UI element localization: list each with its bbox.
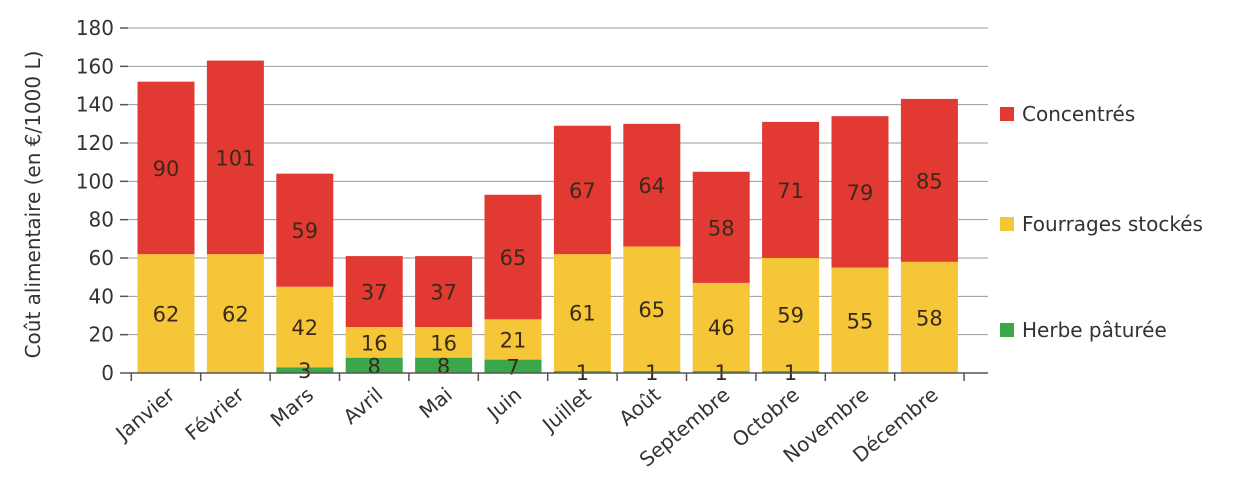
bar-segment: [692, 282, 750, 372]
bar-segment: [623, 371, 681, 373]
x-tick-label: Juin: [481, 382, 526, 425]
y-axis-tick-labels: 0 20 40 60 80 100 120 140 160 180: [76, 16, 128, 385]
bar-segment: [762, 258, 820, 372]
y-tick-label: 160: [76, 54, 114, 78]
bar-segment: [415, 357, 473, 373]
bar-segment: [137, 81, 195, 255]
bar-value-label: 61: [569, 302, 596, 326]
bar-value-label: 42: [291, 316, 318, 340]
x-tick-label: Avril: [339, 382, 388, 428]
bar-value-label: 67: [569, 179, 596, 203]
bar-segment: [900, 261, 958, 373]
bar-value-label: 7: [506, 355, 519, 379]
x-tick-label: Mai: [415, 382, 457, 423]
bar-value-label: 59: [291, 219, 318, 243]
bar-value-label: 85: [916, 169, 943, 193]
bar-value-label: 16: [430, 331, 457, 355]
y-tick-label: 100: [76, 169, 114, 193]
bar-segment: [345, 256, 403, 327]
bar-segment: [762, 371, 820, 373]
y-tick-label: 120: [76, 131, 114, 155]
bar-segment: [553, 125, 611, 255]
bar-segment: [623, 246, 681, 372]
bar-segment: [137, 254, 195, 373]
bar-value-label: 46: [708, 316, 735, 340]
bar-segment: [553, 254, 611, 372]
legend: Concentrés Fourrages stockés Herbe pâturée: [1000, 102, 1203, 342]
bar-segment: [345, 357, 403, 373]
y-tick-label: 140: [76, 93, 114, 117]
bars: [137, 60, 958, 373]
bar-segment: [553, 371, 611, 373]
bar-segment: [900, 98, 958, 262]
bar-value-label: 16: [361, 331, 388, 355]
bar-value-label: 37: [361, 281, 388, 305]
y-tick-label: 80: [89, 208, 114, 232]
bar-value-label: 3: [298, 359, 311, 383]
legend-swatch: [1000, 217, 1014, 231]
bar-segment: [206, 254, 264, 373]
bar-value-label: 79: [847, 181, 874, 205]
bar-segment: [276, 367, 334, 373]
bar-value-label: 21: [500, 328, 527, 352]
bar-value-label: 62: [153, 303, 180, 327]
x-axis-tick-labels: Janvier Février Mars Avril Mai Juin Juillet Aoû…: [110, 382, 943, 472]
bar-segment: [484, 319, 542, 360]
bar-segment: [415, 327, 473, 358]
bar-value-label: 58: [916, 306, 943, 330]
bar-segment: [484, 194, 542, 320]
bar-segment: [206, 60, 264, 255]
bar-value-label: 65: [500, 246, 527, 270]
y-axis-title: Coût alimentaire (en €/1000 L): [21, 51, 45, 359]
x-tick-label: Janvier: [110, 382, 180, 446]
bar-segment: [831, 116, 889, 268]
bar-segment: [415, 256, 473, 327]
legend-label: Herbe pâturée: [1022, 318, 1167, 342]
x-tick-label: Février: [180, 382, 249, 445]
legend-label: Concentrés: [1022, 102, 1135, 126]
bar-value-label: 65: [638, 298, 665, 322]
x-tick-label: Juillet: [536, 382, 596, 437]
bar-segment: [831, 267, 889, 373]
x-tick-label: Mars: [266, 382, 318, 431]
bar-value-label: 90: [153, 157, 180, 181]
bar-segment: [345, 327, 403, 358]
bar-value-label: 62: [222, 303, 249, 327]
bar-value-label: 101: [215, 146, 255, 170]
y-tick-label: 40: [89, 284, 114, 308]
bar-segment: [692, 171, 750, 283]
bar-value-label: 59: [777, 304, 804, 328]
bar-value-label: 37: [430, 281, 457, 305]
y-tick-label: 60: [89, 246, 114, 270]
bar-segment: [276, 286, 334, 368]
bar-value-label: 58: [708, 216, 735, 240]
bar-segment: [484, 359, 542, 373]
bar-value-label: 55: [847, 309, 874, 333]
legend-swatch: [1000, 323, 1014, 337]
bar-segment: [276, 173, 334, 287]
bar-value-labels: 6290621013425981637816377216516167165641…: [153, 146, 943, 385]
y-tick-label: 180: [76, 16, 114, 40]
y-tick-label: 0: [101, 361, 114, 385]
y-tick-label: 20: [89, 323, 114, 347]
bar-value-label: 71: [777, 179, 804, 203]
x-tick-label: Août: [614, 382, 665, 430]
bar-segment: [692, 371, 750, 373]
bar-segment: [623, 123, 681, 247]
bar-value-label: 8: [437, 354, 450, 378]
bar-value-label: 8: [368, 354, 381, 378]
bar-value-label: 64: [638, 174, 665, 198]
bar-segment: [762, 121, 820, 259]
legend-label: Fourrages stockés: [1022, 212, 1203, 236]
legend-swatch: [1000, 107, 1014, 121]
x-axis: [128, 372, 988, 381]
